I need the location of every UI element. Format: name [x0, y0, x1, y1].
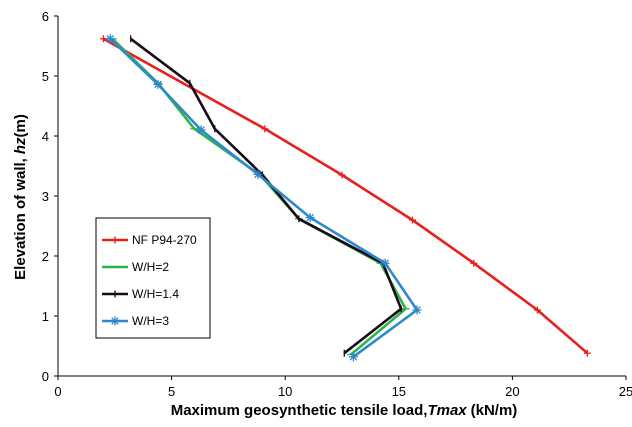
y-tick-label: 5 [42, 69, 49, 84]
data-point-w-h-3 [380, 258, 390, 268]
series-layer [99, 34, 591, 362]
x-tick-label: 10 [278, 384, 292, 399]
y-axis-title-part-2: hz [12, 137, 29, 154]
x-tick-label: 0 [54, 384, 61, 399]
legend-label-w-h-2: W/H=2 [132, 260, 169, 274]
y-axis-title-part-1: Elevation of wall, [12, 158, 29, 280]
legend-label-nf-p94-270: NF P94-270 [132, 233, 197, 247]
x-axis-title-part-1: Maximum geosynthetic tensile load, [171, 402, 428, 419]
series-w-h-3 [105, 34, 422, 362]
y-axis-title-part-3: (m) [12, 114, 29, 137]
legend-entry-w-h-1-4: W/H=1.4 [102, 287, 179, 301]
x-axis-title-part-2: Tmax [427, 402, 467, 419]
data-point-nf-p94-270 [261, 125, 269, 133]
data-point-w-h-3 [348, 352, 358, 362]
y-axis-title: Elevation of wall, hz(m) [12, 114, 29, 280]
data-point-nf-p94-270 [470, 259, 478, 267]
x-tick-label: 25 [619, 384, 632, 399]
legend-label-w-h-1-4: W/H=1.4 [132, 287, 179, 301]
x-tick-label: 15 [392, 384, 406, 399]
x-tick-label: 20 [505, 384, 519, 399]
y-tick-label: 2 [42, 249, 49, 264]
data-point-nf-p94-270 [338, 171, 346, 179]
series-nf-p94-270 [99, 35, 591, 357]
legend-marker-nf-p94-270 [111, 236, 119, 244]
data-point-w-h-3 [412, 305, 422, 315]
data-point-w-h-3 [305, 213, 315, 223]
y-tick-label: 6 [42, 9, 49, 24]
y-tick-label: 3 [42, 189, 49, 204]
legend: NF P94-270 W/H=2 W/H=1.4 W/H=3 [95, 217, 211, 339]
x-axis-title-part-3: (kN/m) [471, 402, 518, 419]
data-point-nf-p94-270 [583, 349, 591, 357]
data-point-w-h-3 [153, 79, 163, 89]
series-line-w-h-3 [109, 37, 419, 358]
legend-entry-w-h-3: W/H=3 [102, 314, 169, 328]
data-point-w-h-3 [105, 34, 115, 44]
data-point-nf-p94-270 [408, 216, 416, 224]
legend-entry-nf-p94-270: NF P94-270 [102, 233, 197, 247]
data-point-w-h-3 [196, 125, 206, 135]
x-axis-title: Maximum geosynthetic tensile load,Tmax (k… [171, 402, 518, 419]
legend-entry-w-h-2: W/H=2 [102, 260, 169, 274]
y-tick-label: 0 [42, 369, 49, 384]
y-tick-label: 1 [42, 309, 49, 324]
legend-label-w-h-3: W/H=3 [132, 314, 169, 328]
data-point-w-h-3 [253, 169, 263, 179]
data-point-nf-p94-270 [533, 306, 541, 314]
axes: 0 5 10 15 20 25 0 1 2 3 4 5 6 [42, 9, 632, 399]
series-line-w-h-1-4 [129, 37, 403, 355]
legend-marker-w-h-3 [110, 316, 120, 326]
x-tick-label: 5 [168, 384, 175, 399]
y-tick-label: 4 [42, 129, 49, 144]
